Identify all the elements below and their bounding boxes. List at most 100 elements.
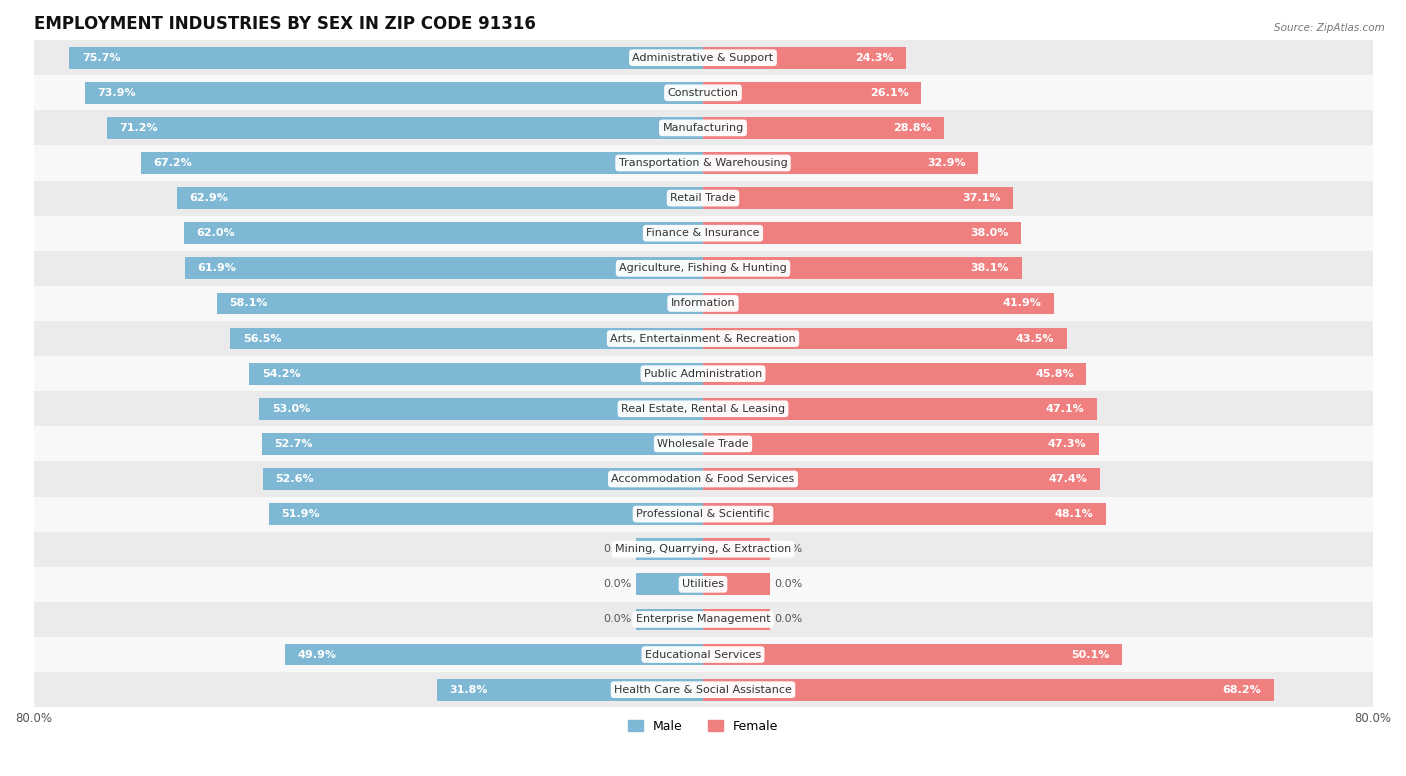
Bar [231, 327, 703, 349]
Text: 51.9%: 51.9% [281, 509, 319, 519]
Text: Agriculture, Fishing & Hunting: Agriculture, Fishing & Hunting [619, 263, 787, 273]
Bar [703, 47, 907, 68]
Bar [34, 40, 1372, 75]
Bar [34, 672, 1372, 707]
Text: Real Estate, Rental & Leasing: Real Estate, Rental & Leasing [621, 404, 785, 414]
Text: 62.9%: 62.9% [190, 193, 228, 203]
Bar [34, 145, 1372, 181]
Text: 28.8%: 28.8% [893, 123, 931, 133]
Text: Retail Trade: Retail Trade [671, 193, 735, 203]
Bar [34, 251, 1372, 286]
Bar [260, 398, 703, 420]
Text: 47.1%: 47.1% [1046, 404, 1084, 414]
Bar [636, 608, 703, 630]
Bar [269, 503, 703, 525]
Text: Arts, Entertainment & Recreation: Arts, Entertainment & Recreation [610, 334, 796, 344]
Text: Manufacturing: Manufacturing [662, 123, 744, 133]
Bar [703, 152, 979, 174]
Text: 0.0%: 0.0% [603, 615, 631, 625]
Bar [34, 462, 1372, 497]
Text: 75.7%: 75.7% [82, 53, 121, 63]
Bar [34, 75, 1372, 110]
Text: 52.6%: 52.6% [276, 474, 314, 484]
Text: Utilities: Utilities [682, 580, 724, 589]
Text: Mining, Quarrying, & Extraction: Mining, Quarrying, & Extraction [614, 544, 792, 554]
Bar [636, 539, 703, 560]
Text: 0.0%: 0.0% [775, 615, 803, 625]
Bar [34, 216, 1372, 251]
Bar [263, 468, 703, 490]
Text: 38.1%: 38.1% [970, 263, 1010, 273]
Text: Source: ZipAtlas.com: Source: ZipAtlas.com [1274, 23, 1385, 33]
Text: 43.5%: 43.5% [1017, 334, 1054, 344]
Text: 54.2%: 54.2% [262, 369, 301, 379]
Text: 47.4%: 47.4% [1049, 474, 1087, 484]
Text: Construction: Construction [668, 88, 738, 98]
Text: 52.7%: 52.7% [274, 439, 314, 449]
Legend: Male, Female: Male, Female [623, 715, 783, 738]
Text: 73.9%: 73.9% [97, 88, 136, 98]
Text: 26.1%: 26.1% [870, 88, 908, 98]
Text: Health Care & Social Assistance: Health Care & Social Assistance [614, 684, 792, 695]
Text: 0.0%: 0.0% [603, 580, 631, 589]
Text: 56.5%: 56.5% [243, 334, 281, 344]
Bar [141, 152, 703, 174]
Text: Accommodation & Food Services: Accommodation & Food Services [612, 474, 794, 484]
Bar [437, 679, 703, 701]
Text: 50.1%: 50.1% [1071, 650, 1109, 660]
Text: Public Administration: Public Administration [644, 369, 762, 379]
Text: 31.8%: 31.8% [450, 684, 488, 695]
Bar [34, 286, 1372, 321]
Bar [34, 426, 1372, 462]
Bar [107, 117, 703, 139]
Text: 68.2%: 68.2% [1222, 684, 1261, 695]
Text: Administrative & Support: Administrative & Support [633, 53, 773, 63]
Text: 58.1%: 58.1% [229, 299, 267, 308]
Bar [34, 356, 1372, 391]
Text: Wholesale Trade: Wholesale Trade [657, 439, 749, 449]
Bar [34, 181, 1372, 216]
Text: 61.9%: 61.9% [197, 263, 236, 273]
Bar [703, 398, 1097, 420]
Text: 71.2%: 71.2% [120, 123, 159, 133]
Bar [703, 223, 1021, 244]
Bar [186, 258, 703, 279]
Bar [703, 468, 1099, 490]
Bar [262, 433, 703, 455]
Bar [217, 293, 703, 314]
Bar [34, 321, 1372, 356]
Bar [34, 391, 1372, 426]
Bar [703, 608, 770, 630]
Bar [703, 82, 921, 104]
Bar [703, 643, 1122, 666]
Bar [34, 110, 1372, 145]
Text: 38.0%: 38.0% [970, 228, 1008, 238]
Bar [285, 643, 703, 666]
Text: 45.8%: 45.8% [1035, 369, 1074, 379]
Text: 67.2%: 67.2% [153, 158, 193, 168]
Bar [34, 497, 1372, 532]
Bar [703, 117, 943, 139]
Bar [703, 433, 1099, 455]
Text: 62.0%: 62.0% [197, 228, 235, 238]
Bar [703, 503, 1105, 525]
Text: 49.9%: 49.9% [298, 650, 337, 660]
Text: 0.0%: 0.0% [775, 580, 803, 589]
Bar [34, 637, 1372, 672]
Text: 24.3%: 24.3% [855, 53, 894, 63]
Text: Enterprise Management: Enterprise Management [636, 615, 770, 625]
Text: 0.0%: 0.0% [775, 544, 803, 554]
Bar [249, 363, 703, 385]
Text: Information: Information [671, 299, 735, 308]
Text: 48.1%: 48.1% [1054, 509, 1092, 519]
Bar [703, 327, 1067, 349]
Bar [636, 573, 703, 595]
Bar [703, 573, 770, 595]
Bar [703, 187, 1014, 209]
Text: Transportation & Warehousing: Transportation & Warehousing [619, 158, 787, 168]
Text: EMPLOYMENT INDUSTRIES BY SEX IN ZIP CODE 91316: EMPLOYMENT INDUSTRIES BY SEX IN ZIP CODE… [34, 15, 536, 33]
Text: Finance & Insurance: Finance & Insurance [647, 228, 759, 238]
Text: 32.9%: 32.9% [927, 158, 966, 168]
Bar [703, 539, 770, 560]
Text: 37.1%: 37.1% [963, 193, 1001, 203]
